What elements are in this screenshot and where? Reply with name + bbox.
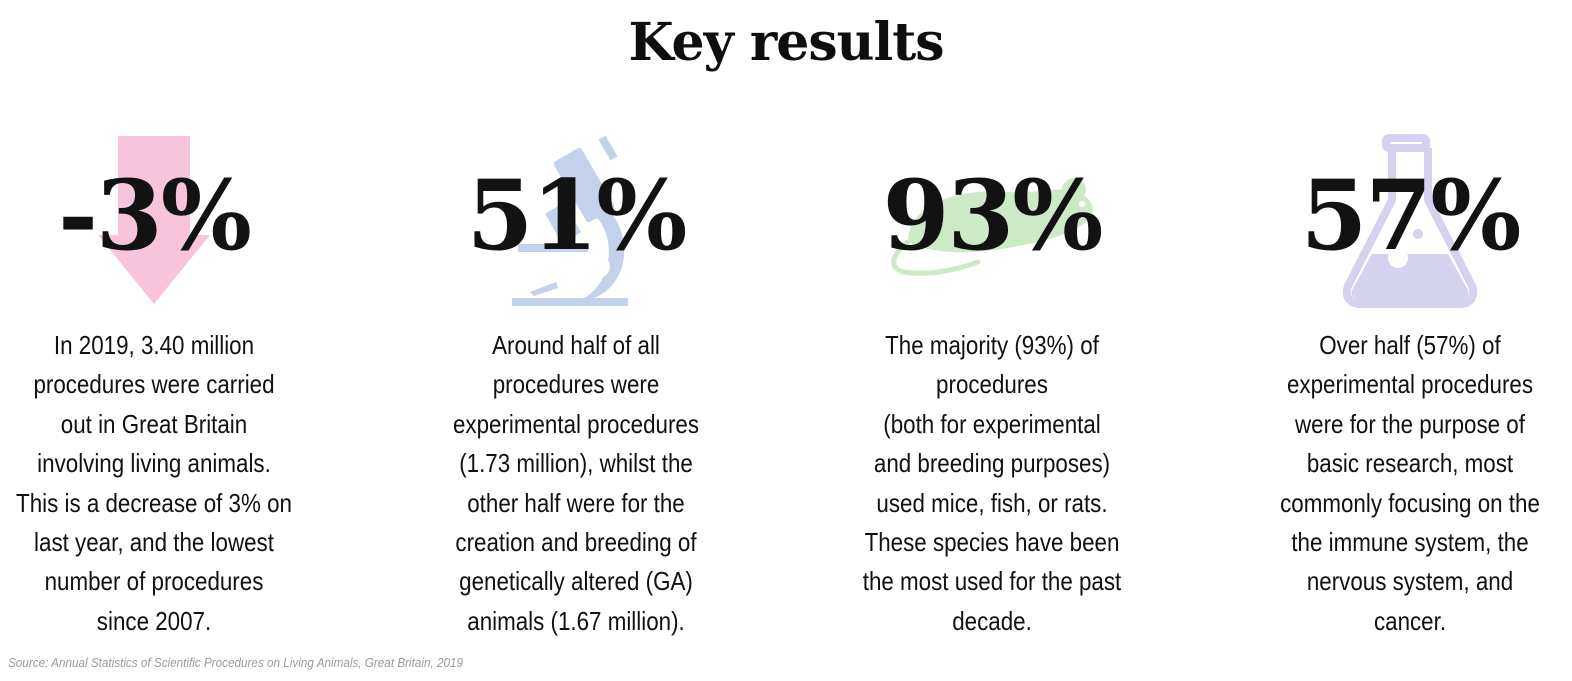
- stat-value: 57%: [1300, 159, 1522, 272]
- stat-card-basic-research: 57% Over half (57%) of experimental proc…: [1240, 130, 1572, 640]
- stat-value: 51%: [466, 159, 688, 272]
- mouse-icon: [878, 170, 1108, 278]
- flask-icon: [1338, 134, 1482, 309]
- microscope-icon: [508, 130, 643, 308]
- stat-description: Around half of all procedures were exper…: [452, 330, 700, 636]
- stat-description: Over half (57%) of experimental procedur…: [1280, 330, 1540, 636]
- stat-value: 93%: [882, 159, 1104, 272]
- source-note: Source: Annual Statistics of Scientific …: [8, 655, 464, 670]
- stat-card-experimental: 51% Around half of all procedures were e…: [406, 130, 746, 640]
- stat-card-species: 93% The majority (93%) of procedures (bo…: [822, 130, 1162, 640]
- page-title: Key results: [628, 12, 944, 73]
- stat-value: -3%: [58, 159, 252, 272]
- stat-description: In 2019, 3.40 million procedures were ca…: [16, 330, 292, 636]
- stat-description: The majority (93%) of procedures (both f…: [862, 330, 1122, 636]
- stat-card-decrease: -3% In 2019, 3.40 million procedures wer…: [0, 130, 324, 640]
- down-arrow-icon: [94, 130, 214, 305]
